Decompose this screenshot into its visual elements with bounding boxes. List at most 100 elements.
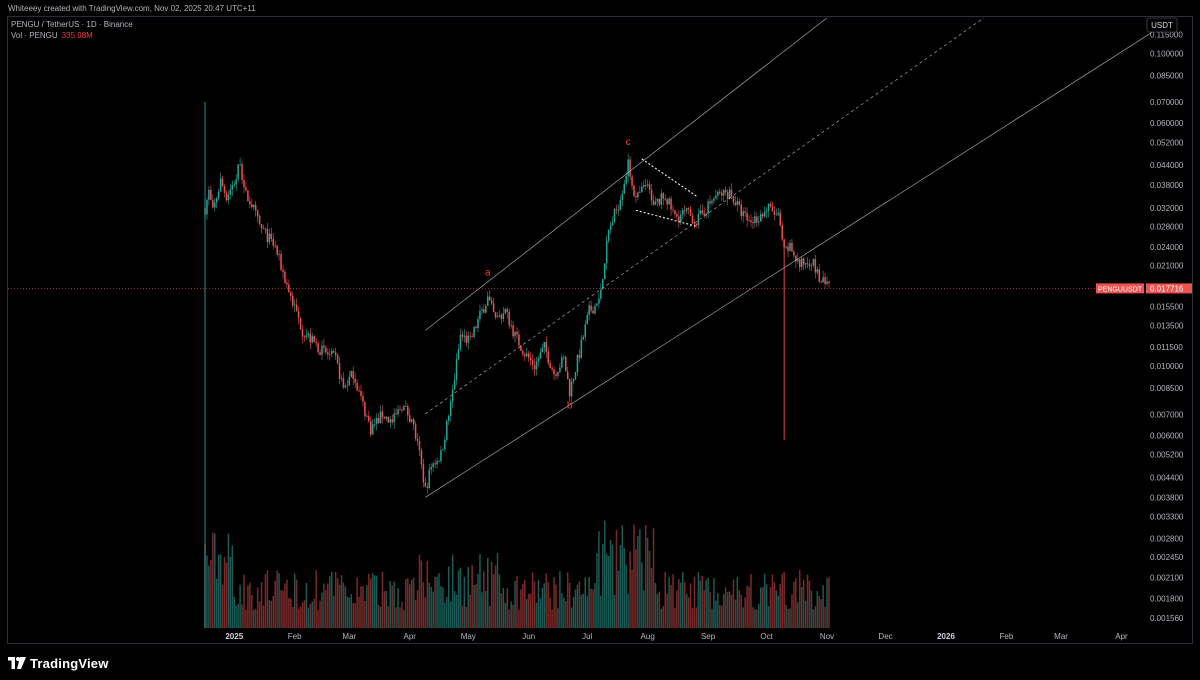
volume-bar xyxy=(791,594,793,628)
volume-bar xyxy=(323,583,325,628)
candle-body xyxy=(219,178,222,192)
candle-body xyxy=(637,192,639,198)
volume-bar xyxy=(570,607,573,628)
currency-button[interactable]: USDT xyxy=(1146,17,1178,33)
candle-body xyxy=(650,189,653,201)
candle-body xyxy=(241,164,243,180)
candle-body xyxy=(368,415,370,422)
volume-bar xyxy=(366,585,368,628)
candle-body xyxy=(327,352,329,355)
volume-bar xyxy=(329,576,331,628)
candle-body xyxy=(284,271,286,283)
y-tick-label: 0.028000 xyxy=(1150,222,1184,231)
candle-body xyxy=(299,317,302,330)
volume-bar xyxy=(227,533,230,628)
candle-body xyxy=(301,329,304,337)
candle-body xyxy=(631,176,633,186)
candle-body xyxy=(245,187,247,191)
volume-bar xyxy=(691,608,694,628)
volume-bar xyxy=(748,586,750,628)
volume-bar xyxy=(783,571,785,628)
volume-group xyxy=(204,520,830,628)
volume-bar xyxy=(301,602,304,628)
candle-body xyxy=(249,201,251,205)
candle-body xyxy=(543,341,546,348)
volume-bar xyxy=(461,605,464,628)
price-tag: PENGUUSDT 0.017716 xyxy=(1096,283,1192,294)
volume-bar xyxy=(529,593,532,628)
candle-body xyxy=(270,233,273,240)
volume-bar xyxy=(430,586,432,628)
price-tag-symbol: PENGUUSDT xyxy=(1098,286,1143,293)
x-tick-label: Apr xyxy=(1115,632,1128,641)
volume-bar xyxy=(449,601,452,628)
volume-bar xyxy=(436,576,438,628)
candle-body xyxy=(703,213,705,216)
volume-bar xyxy=(206,555,208,628)
volume-bar xyxy=(761,586,764,628)
volume-bar xyxy=(512,604,514,628)
volume-bar xyxy=(399,607,401,628)
volume-bar xyxy=(309,603,312,628)
volume-bar xyxy=(487,557,489,628)
candle-body xyxy=(750,220,752,223)
volume-bar xyxy=(223,557,226,628)
volume-bar xyxy=(293,573,296,628)
volume-bar xyxy=(286,579,288,628)
candle-body xyxy=(828,281,830,284)
volume-bar xyxy=(457,570,460,628)
candle-body xyxy=(724,189,727,193)
volume-bar xyxy=(262,605,265,628)
volume-bar xyxy=(278,573,280,628)
candle-body xyxy=(500,315,503,319)
volume-bar xyxy=(789,608,791,628)
volume-bar xyxy=(422,582,425,628)
volume-bar xyxy=(225,562,228,628)
candle-body xyxy=(797,259,799,262)
volume-bar xyxy=(516,576,518,628)
volume-bar xyxy=(498,574,501,628)
candle-body xyxy=(518,334,520,346)
candle-body xyxy=(471,336,473,337)
volume-bar xyxy=(604,520,606,628)
volume-bar xyxy=(247,585,249,628)
volume-bar xyxy=(674,608,676,628)
volume-bar xyxy=(251,595,253,628)
candle-body xyxy=(771,206,774,212)
candle-body xyxy=(754,216,756,224)
candle-body xyxy=(422,464,425,483)
volume-bar xyxy=(600,595,602,628)
candle-body xyxy=(272,239,274,246)
candle-body xyxy=(463,335,466,337)
volume-bar xyxy=(245,609,247,628)
candle-body xyxy=(401,409,403,411)
candle-body xyxy=(399,409,401,411)
candle-body xyxy=(775,214,778,215)
volume-bar xyxy=(409,584,411,628)
candle-body xyxy=(549,362,551,368)
volume-bar xyxy=(375,575,378,628)
candle-body xyxy=(375,418,378,424)
volume-bar xyxy=(373,575,376,628)
volume-bar xyxy=(212,532,214,628)
y-tick-label: 0.011500 xyxy=(1150,343,1183,352)
volume-bar xyxy=(364,601,366,628)
candle-body xyxy=(613,209,616,223)
volume-bar xyxy=(332,596,335,628)
volume-bar xyxy=(724,587,727,628)
volume-bar xyxy=(448,566,450,628)
volume-bar xyxy=(631,569,633,628)
candle-body xyxy=(379,411,382,423)
volume-bar xyxy=(758,603,760,628)
volume-bar xyxy=(258,601,261,628)
chart-frame[interactable] xyxy=(7,16,1193,644)
y-tick-label: 0.002800 xyxy=(1150,535,1184,544)
candle-body xyxy=(225,192,228,201)
candle-body xyxy=(412,419,415,425)
y-tick-label: 0.010000 xyxy=(1150,362,1184,371)
candle-body xyxy=(623,183,625,194)
candle-body xyxy=(680,214,682,222)
volume-bar xyxy=(644,525,647,628)
candle-body xyxy=(440,450,442,462)
